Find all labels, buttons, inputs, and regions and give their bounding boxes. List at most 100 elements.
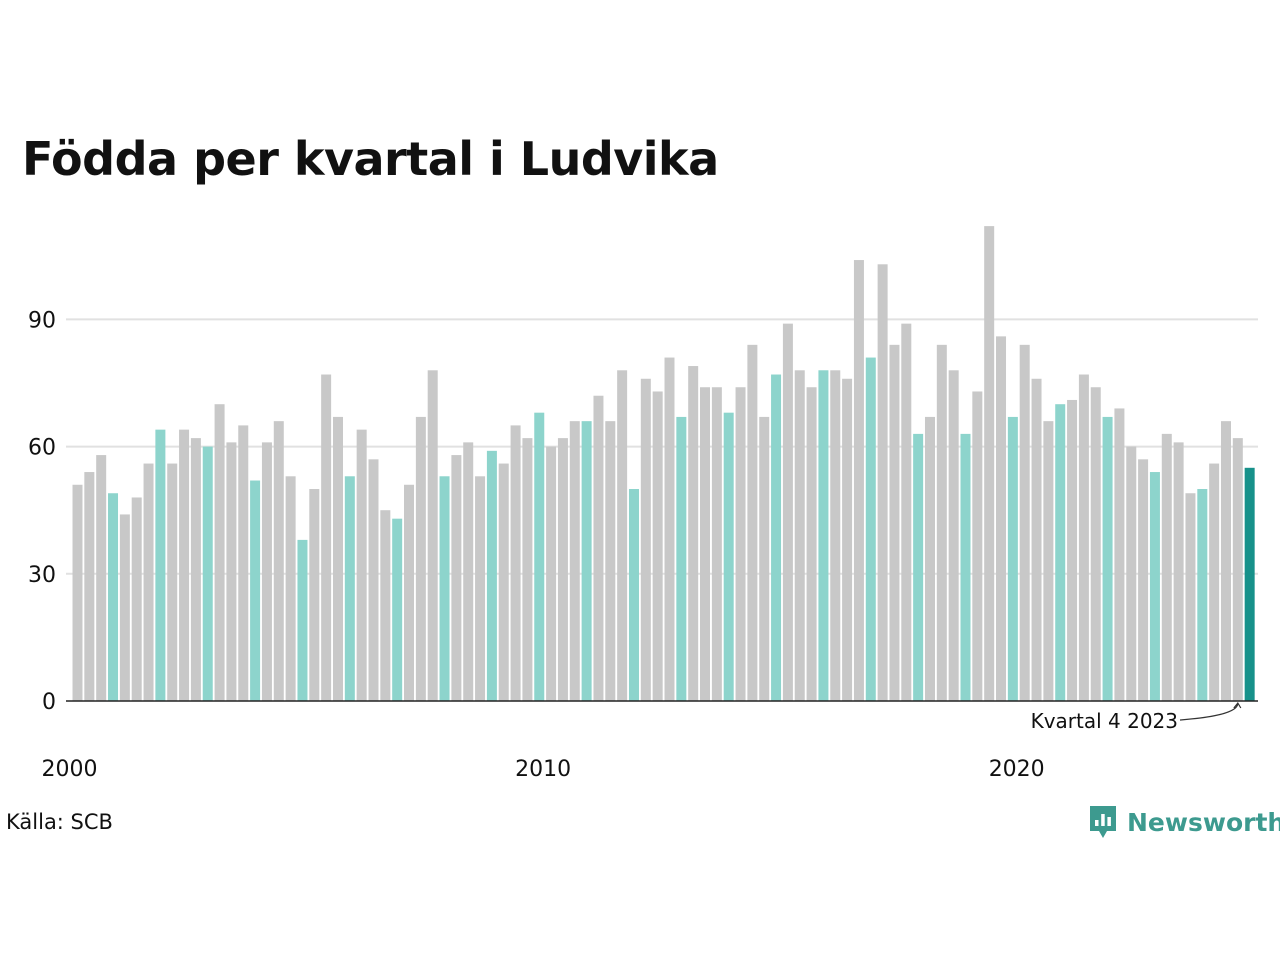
y-tick-label: 30 (28, 563, 56, 588)
bar (344, 476, 355, 701)
bar (771, 374, 782, 701)
bar (297, 539, 308, 701)
bar (380, 510, 391, 701)
x-tick-label: 2020 (989, 757, 1045, 782)
bar (984, 226, 995, 701)
bar (782, 323, 793, 701)
x-tick-label: 2000 (42, 757, 98, 782)
bar (664, 357, 675, 701)
bar (108, 493, 119, 701)
bar (546, 446, 557, 701)
bar (534, 412, 545, 701)
bar (569, 421, 580, 701)
bar (688, 366, 699, 701)
bar (143, 463, 154, 701)
bar (1173, 442, 1184, 701)
bar (1007, 416, 1018, 701)
bar (368, 459, 379, 701)
bar (498, 463, 509, 701)
bar (735, 387, 746, 701)
bar (759, 416, 770, 701)
bar (936, 344, 947, 701)
y-tick-label: 60 (28, 436, 56, 461)
bar (119, 514, 130, 701)
bar (261, 442, 272, 701)
x-tick-label: 2010 (515, 757, 571, 782)
bar (238, 425, 249, 701)
brand-name: Newsworthy (1127, 807, 1280, 837)
bar (581, 421, 592, 701)
bar (131, 497, 142, 701)
y-tick-labels: 0 30 60 90 (28, 308, 56, 715)
bar (1019, 344, 1030, 701)
bar (510, 425, 521, 701)
bar (321, 374, 332, 701)
bar (84, 472, 95, 701)
bar (486, 450, 497, 701)
bar (1138, 459, 1149, 701)
bar (830, 370, 841, 701)
bar (593, 395, 604, 701)
bar (901, 323, 912, 701)
bar (1149, 472, 1160, 701)
bar (877, 264, 888, 701)
bar (723, 412, 734, 701)
x-tick-labels: 2000 2010 2020 (42, 757, 1045, 782)
bar (1090, 387, 1101, 701)
bar (853, 260, 864, 701)
bar (640, 378, 651, 701)
bar (1185, 493, 1196, 701)
bar (1067, 399, 1078, 701)
bars (72, 226, 1255, 701)
bar (747, 344, 758, 701)
bar (439, 476, 450, 701)
bar (652, 391, 663, 701)
bar (202, 446, 213, 701)
bar (356, 429, 367, 701)
bar (557, 438, 568, 701)
bar (1161, 433, 1172, 701)
newsworthy-logo[interactable]: Newsworthy (1088, 803, 1280, 841)
bar (179, 429, 190, 701)
newsworthy-logo-icon (1090, 806, 1116, 838)
bar (617, 370, 628, 701)
bar (167, 463, 178, 701)
bar (948, 370, 959, 701)
bar (700, 387, 711, 701)
bar (309, 489, 320, 701)
bar (1031, 378, 1042, 701)
y-tick-label: 0 (42, 690, 56, 715)
bar (842, 378, 853, 701)
annotation-label: Kvartal 4 2023 (1031, 709, 1178, 733)
bar (711, 387, 722, 701)
bar (996, 336, 1007, 701)
bar (226, 442, 237, 701)
bar-latest (1244, 467, 1255, 701)
bar (190, 438, 201, 701)
bar (794, 370, 805, 701)
annotation-arrow (1179, 701, 1242, 721)
bar (1232, 438, 1243, 701)
bar (1126, 446, 1137, 701)
chart-title: Födda per kvartal i Ludvika (22, 132, 719, 186)
bar (1043, 421, 1054, 701)
bar (960, 433, 971, 701)
bar (1197, 489, 1208, 701)
bar (1055, 404, 1066, 701)
bar (392, 518, 403, 701)
bar (1209, 463, 1220, 701)
bar (96, 455, 107, 701)
bar (913, 433, 924, 701)
bar (1102, 416, 1113, 701)
bar (475, 476, 486, 701)
bar (865, 357, 876, 701)
bar (972, 391, 983, 701)
bar (463, 442, 474, 701)
bar (1114, 408, 1125, 701)
bar (250, 480, 261, 701)
bar (427, 370, 438, 701)
bar (1220, 421, 1231, 701)
bar (404, 484, 415, 701)
bar (214, 404, 225, 701)
